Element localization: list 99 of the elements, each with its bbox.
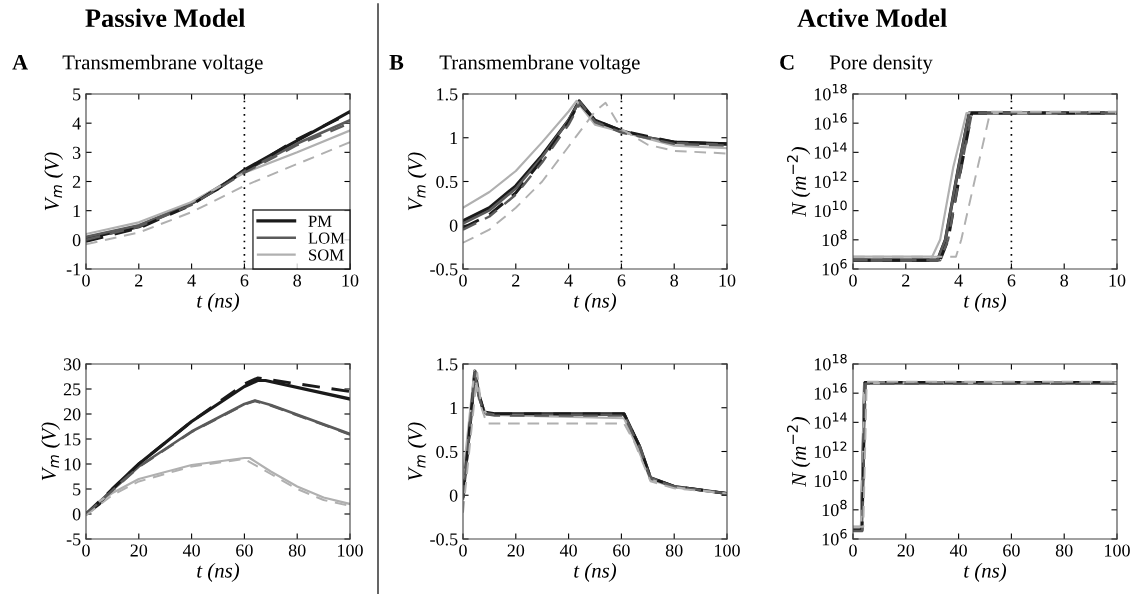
x-tick-label: 4: [187, 274, 196, 287]
x-tick-label: 20: [507, 544, 525, 557]
x-axis-title: t (ns): [197, 563, 240, 582]
text: Active Model: [797, 8, 947, 28]
y-axis-title: N (m$^{−2}$): [786, 147, 811, 217]
x-tick-label: 6: [240, 274, 249, 287]
x-tick-label: 80: [1055, 544, 1073, 557]
y-tick-label: 10$^{12}$: [814, 171, 847, 188]
y-axis-title: V$_{m}$ (V): [44, 152, 64, 211]
y-tick-label: 0.5: [436, 445, 458, 459]
chart-title: Transmembrane voltage: [62, 54, 263, 74]
y-tick-label: 10$^{16}$: [814, 383, 847, 400]
legend-label: SOM: [309, 249, 344, 261]
x-tick-label: 60: [236, 544, 253, 557]
x-tick-label: 40: [559, 544, 577, 557]
y-tick-label: 10$^{6}$: [822, 258, 847, 276]
y-tick-label: 10$^{12}$: [814, 441, 847, 458]
chart-title: Transmembrane voltage: [439, 54, 640, 74]
y-tick-label: -0.5: [430, 533, 458, 546]
x-tick-label: 20: [897, 544, 915, 557]
x-tick-label: 10: [1109, 274, 1126, 287]
y-axis-title: V$_{m}$ (V): [407, 422, 427, 481]
y-tick-label: 0: [72, 508, 81, 521]
x-axis-title: t (ns): [964, 563, 1007, 582]
y-tick-label: -5: [66, 533, 81, 546]
y-tick-label: 15: [64, 433, 81, 446]
x-tick-label: 0: [459, 274, 467, 287]
x-tick-label: 60: [613, 544, 630, 557]
x-tick-label: 10: [342, 274, 359, 287]
y-axis-title: V$_{m}$ (V): [407, 152, 427, 211]
x-tick-label: 80: [288, 544, 306, 557]
chart-title: Pore density: [829, 54, 933, 74]
x-tick-label: 60: [1003, 544, 1020, 557]
x-tick-label: 10: [719, 274, 736, 287]
x-tick-label: 4: [954, 274, 963, 287]
x-tick-label: 0: [459, 544, 467, 557]
x-tick-label: 100: [338, 544, 363, 557]
text: C: [780, 54, 794, 70]
x-tick-label: 0: [82, 544, 90, 557]
x-axis-title: t (ns): [574, 293, 617, 312]
y-axis-title: V$_{m}$ (V): [41, 422, 61, 481]
y-tick-label: 5: [73, 483, 81, 496]
y-tick-label: 10$^{8}$: [822, 499, 847, 517]
y-tick-label: 10$^{10}$: [814, 470, 847, 488]
x-tick-label: 0: [849, 544, 857, 557]
x-tick-label: 100: [715, 544, 740, 557]
x-tick-label: 4: [564, 274, 573, 287]
y-tick-label: 1: [450, 402, 458, 415]
x-tick-label: 2: [512, 274, 520, 287]
x-axis-title: t (ns): [197, 293, 240, 312]
y-tick-label: 0.5: [436, 175, 458, 189]
x-tick-label: 8: [293, 274, 302, 287]
text: A: [12, 54, 28, 70]
y-tick-label: 0: [72, 234, 81, 247]
x-tick-label: 2: [135, 274, 143, 287]
legend-label: PM: [308, 215, 332, 227]
y-tick-label: 1.5: [437, 358, 458, 371]
y-tick-label: 3: [72, 146, 81, 159]
y-tick-label: 10$^{16}$: [814, 113, 847, 130]
y-tick-label: 2: [72, 175, 81, 188]
x-tick-label: 6: [617, 274, 626, 287]
x-tick-label: 40: [949, 544, 967, 557]
y-tick-label: 10$^{14}$: [814, 142, 847, 159]
x-axis-title: t (ns): [574, 563, 617, 582]
y-tick-label: 0: [449, 489, 458, 502]
y-tick-label: -1: [66, 263, 81, 276]
y-tick-label: 1: [450, 132, 458, 145]
x-axis-title: t (ns): [964, 293, 1007, 312]
y-tick-label: 10$^{14}$: [814, 412, 847, 429]
x-tick-label: 20: [130, 544, 148, 557]
x-tick-label: 2: [902, 274, 910, 287]
y-axis-title: N (m$^{−2}$): [786, 417, 811, 487]
y-tick-label: 25: [63, 383, 81, 396]
y-tick-label: 10$^{6}$: [822, 528, 847, 546]
x-tick-label: 40: [182, 544, 200, 557]
y-tick-label: 10$^{18}$: [814, 353, 847, 371]
y-tick-label: 30: [63, 358, 81, 371]
legend-label: LOM: [308, 232, 345, 244]
text: Passive Model: [85, 8, 245, 28]
x-tick-label: 0: [82, 274, 90, 287]
y-tick-label: 10$^{10}$: [814, 200, 847, 218]
y-tick-label: 10$^{18}$: [814, 83, 847, 101]
line-series: [86, 141, 350, 246]
text: B: [389, 55, 404, 70]
y-tick-label: 10: [64, 458, 81, 471]
x-tick-label: 8: [670, 274, 679, 287]
y-tick-label: 1.5: [437, 88, 458, 101]
y-tick-label: 10$^{8}$: [822, 229, 847, 247]
y-tick-label: 5: [73, 88, 81, 101]
x-tick-label: 0: [849, 274, 857, 287]
x-tick-label: 100: [1105, 544, 1130, 557]
y-tick-label: 20: [63, 408, 81, 421]
x-tick-label: 80: [665, 544, 683, 557]
y-tick-label: 4: [72, 117, 81, 130]
y-tick-label: 0: [449, 219, 458, 232]
y-tick-label: -0.5: [430, 263, 458, 276]
x-tick-label: 8: [1060, 274, 1069, 287]
x-tick-label: 6: [1007, 274, 1016, 287]
y-tick-label: 1: [73, 205, 81, 217]
